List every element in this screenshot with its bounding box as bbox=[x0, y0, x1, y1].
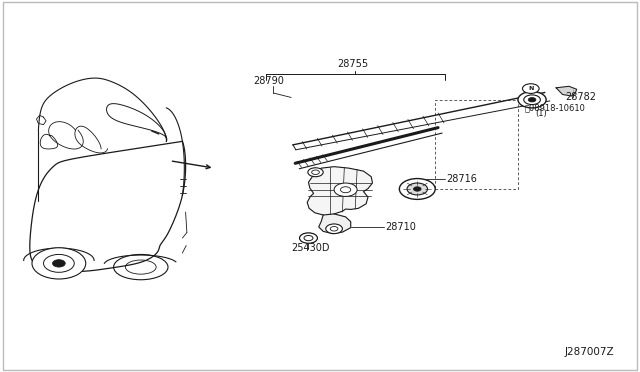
Text: 28716: 28716 bbox=[446, 174, 477, 183]
Circle shape bbox=[413, 187, 421, 191]
Circle shape bbox=[334, 183, 357, 196]
Circle shape bbox=[44, 254, 74, 272]
Text: 28710: 28710 bbox=[385, 222, 416, 232]
Text: N: N bbox=[528, 86, 534, 91]
Circle shape bbox=[330, 227, 338, 231]
Polygon shape bbox=[556, 86, 577, 96]
Circle shape bbox=[312, 170, 319, 174]
Circle shape bbox=[407, 183, 428, 195]
Circle shape bbox=[52, 260, 65, 267]
Circle shape bbox=[524, 95, 540, 105]
Text: 25430D: 25430D bbox=[291, 244, 330, 253]
Circle shape bbox=[399, 179, 435, 199]
Circle shape bbox=[300, 233, 317, 243]
Text: (1): (1) bbox=[535, 109, 547, 118]
Text: 28755: 28755 bbox=[337, 59, 369, 69]
Text: ⓝ08918-10610: ⓝ08918-10610 bbox=[525, 103, 586, 112]
Circle shape bbox=[340, 187, 351, 193]
Circle shape bbox=[326, 224, 342, 234]
Polygon shape bbox=[307, 167, 372, 215]
Circle shape bbox=[528, 97, 536, 102]
Text: 28782: 28782 bbox=[565, 92, 596, 102]
Circle shape bbox=[304, 235, 313, 241]
Polygon shape bbox=[319, 214, 351, 234]
Circle shape bbox=[308, 168, 323, 177]
Circle shape bbox=[32, 248, 86, 279]
Circle shape bbox=[518, 92, 546, 108]
Text: 28790: 28790 bbox=[253, 76, 284, 86]
Text: J287007Z: J287007Z bbox=[564, 347, 614, 357]
Circle shape bbox=[522, 84, 539, 93]
